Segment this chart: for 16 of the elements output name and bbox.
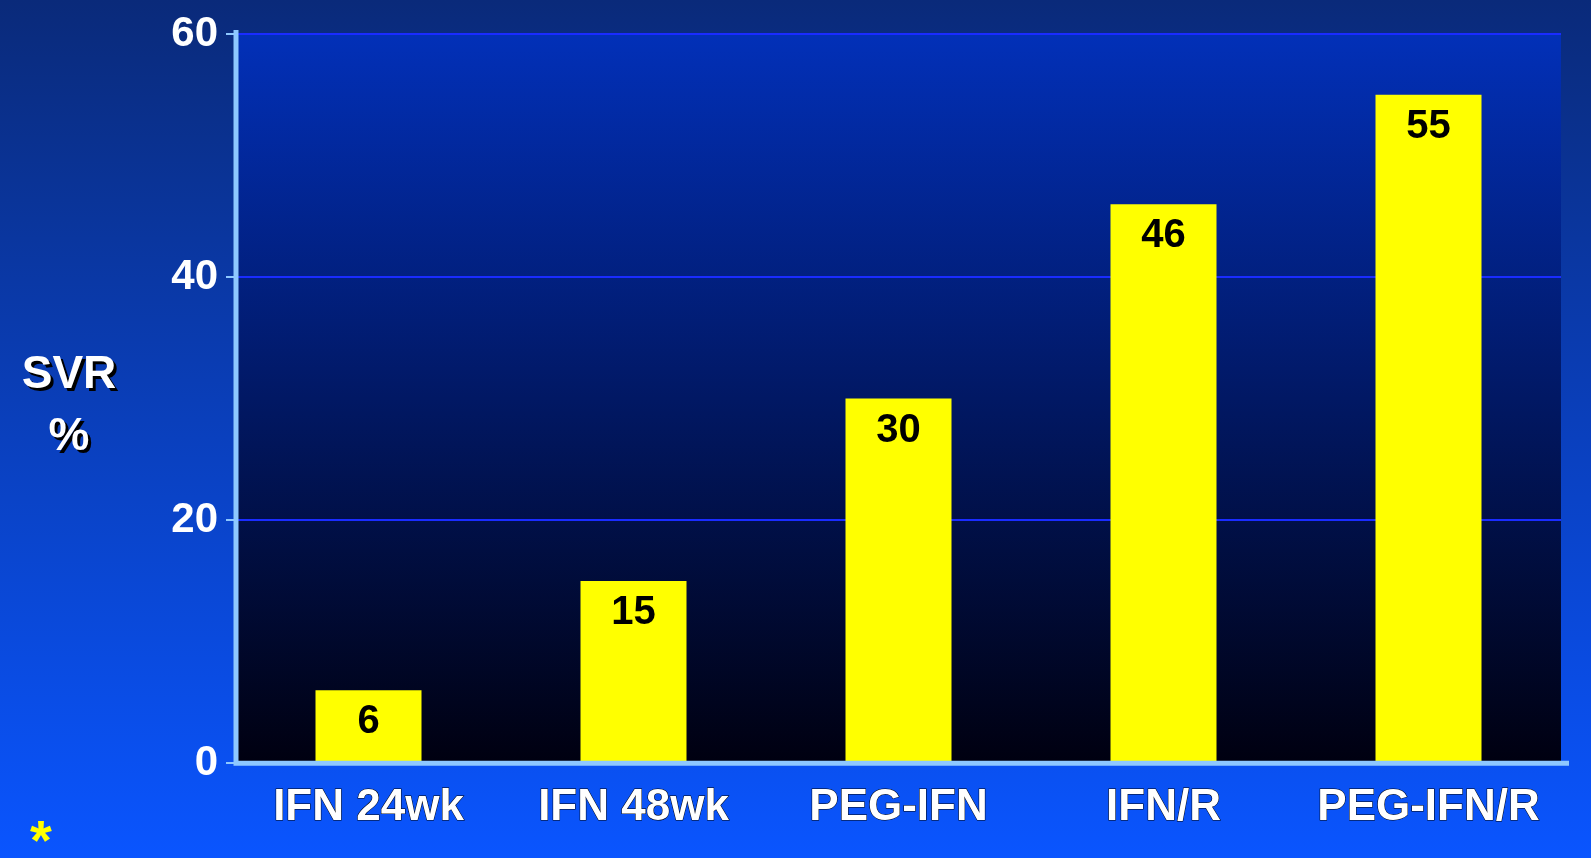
data-label: 30 <box>876 405 921 450</box>
y-tick-label: 60 <box>171 7 218 55</box>
x-tick-label: PEG-IFN/R <box>1317 779 1540 829</box>
x-tick-label: IFN 24wk <box>273 779 465 829</box>
x-tick-label: PEG-IFN <box>809 779 988 829</box>
data-label: 55 <box>1406 101 1451 146</box>
y-tick-label: 20 <box>171 493 218 541</box>
data-label: 15 <box>611 587 656 632</box>
data-label: 46 <box>1141 211 1186 256</box>
y-tick-label: 40 <box>171 250 218 298</box>
y-tick-label: 0 <box>194 736 218 784</box>
text: * <box>30 808 52 858</box>
y-axis-title: SVR % <box>21 345 117 463</box>
x-tick-label: IFN/R <box>1106 779 1221 829</box>
x-tick-label: IFN 48wk <box>538 779 730 829</box>
data-label: 6 <box>357 697 380 742</box>
